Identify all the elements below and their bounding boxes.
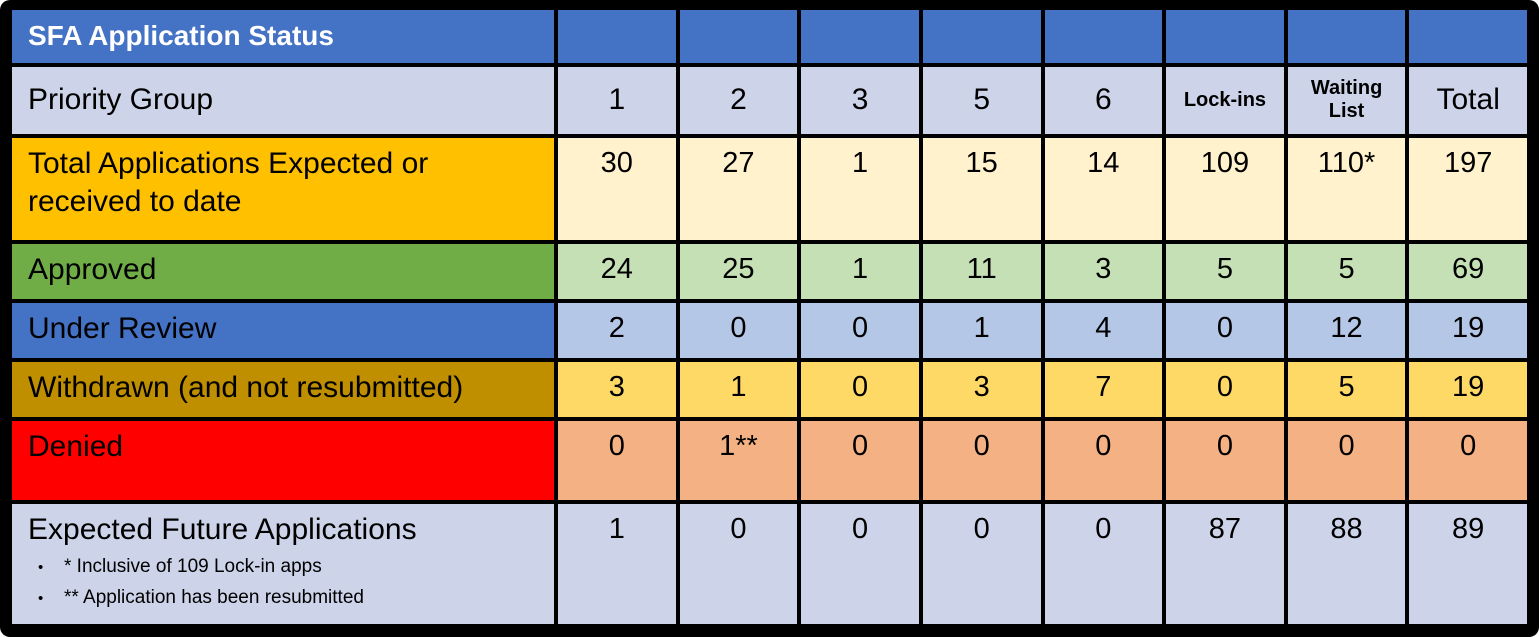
row-label-text: Under Review: [28, 311, 217, 345]
table-cell: 87: [1166, 503, 1284, 624]
table-cell: 12: [1287, 302, 1406, 358]
title-blank-cell: [1044, 10, 1163, 63]
sfa-application-status-table: SFA Application Status Priority Group 1 …: [8, 6, 1531, 628]
table-cell: 0: [1166, 420, 1284, 500]
table-cell: 0: [922, 503, 1041, 624]
table-cell: 5: [1166, 243, 1284, 299]
row-label-text: Total Applications Expected or received …: [28, 147, 429, 218]
column-header-total: Total: [1409, 66, 1527, 135]
row-label-text: Withdrawn (and not resubmitted): [28, 370, 464, 404]
table-cell: 11: [922, 243, 1041, 299]
table-cell: 1: [922, 302, 1041, 358]
table-row: Under Review 2 0 0 1 4 0 12 19: [12, 302, 1527, 358]
title-blank-cell: [1409, 10, 1527, 63]
column-header-5: 5: [922, 66, 1041, 135]
table-cell: 24: [558, 243, 676, 299]
column-header-3: 3: [801, 66, 919, 135]
row-label-text: Expected Future Applications: [28, 512, 417, 546]
title-blank-cell: [801, 10, 919, 63]
table-cell: 89: [1409, 503, 1527, 624]
bullet-icon: •: [38, 559, 44, 577]
column-header-1: 1: [558, 66, 676, 135]
table-row: Withdrawn (and not resubmitted) 3 1 0 3 7 0 5 19: [12, 361, 1527, 417]
table-cell: 1: [801, 138, 919, 240]
table-cell: 0: [1044, 420, 1163, 500]
footnote: • ** Application has been resubmitted: [28, 586, 544, 610]
table-cell: 30: [558, 138, 676, 240]
table-cell: 69: [1409, 243, 1527, 299]
table-cell: 2: [558, 302, 676, 358]
table-cell: 0: [679, 503, 798, 624]
table-cell: 0: [801, 420, 919, 500]
column-header-6: 6: [1044, 66, 1163, 135]
table-cell: 0: [1044, 503, 1163, 624]
table-cell: 7: [1044, 361, 1163, 417]
row-label: Approved: [12, 243, 554, 299]
title-blank-cell: [1287, 10, 1406, 63]
priority-group-label: Priority Group: [12, 66, 554, 135]
table-cell: 0: [922, 420, 1041, 500]
table-cell: 109: [1166, 138, 1284, 240]
title-blank-cell: [922, 10, 1041, 63]
row-label: Expected Future Applications • * Inclusive…: [12, 503, 554, 624]
table-cell: 0: [1287, 420, 1406, 500]
table-row: Total Applications Expected or received …: [12, 138, 1527, 240]
table-cell: 27: [679, 138, 798, 240]
table-row: Approved 24 25 1 11 3 5 5 69: [12, 243, 1527, 299]
footnote-text: ** Application has been resubmitted: [64, 587, 364, 609]
bullet-icon: •: [38, 590, 44, 608]
table-cell: 197: [1409, 138, 1527, 240]
table-cell: 19: [1409, 361, 1527, 417]
table-cell: 5: [1287, 361, 1406, 417]
table-cell: 0: [1409, 420, 1527, 500]
table-cell: 0: [1166, 361, 1284, 417]
table-cell: 1: [679, 361, 798, 417]
table-cell: 0: [801, 503, 919, 624]
table-cell: 0: [801, 361, 919, 417]
row-label: Withdrawn (and not resubmitted): [12, 361, 554, 417]
table-cell: 1: [801, 243, 919, 299]
column-header-waiting-list: Waiting List: [1287, 66, 1406, 135]
row-label-text: Approved: [28, 252, 157, 286]
table-cell: 0: [801, 302, 919, 358]
table-cell: 5: [1287, 243, 1406, 299]
column-header-lock-ins: Lock-ins: [1166, 66, 1284, 135]
table-cell: 19: [1409, 302, 1527, 358]
table-cell: 0: [1166, 302, 1284, 358]
table-cell: 14: [1044, 138, 1163, 240]
footnote: • * Inclusive of 109 Lock-in apps: [28, 555, 544, 579]
table-cell: 15: [922, 138, 1041, 240]
table-cell: 3: [1044, 243, 1163, 299]
table-cell: 3: [922, 361, 1041, 417]
table-cell: 0: [679, 302, 798, 358]
table-row: Denied 0 1** 0 0 0 0 0 0: [12, 420, 1527, 500]
table-title: SFA Application Status: [12, 10, 554, 63]
title-blank-cell: [1166, 10, 1284, 63]
table-cell: 1: [558, 503, 676, 624]
row-label: Denied: [12, 420, 554, 500]
column-header-row: Priority Group 1 2 3 5 6 Lock-ins Waitin…: [12, 66, 1527, 135]
row-label: Under Review: [12, 302, 554, 358]
table-cell: 25: [679, 243, 798, 299]
table-row: Expected Future Applications • * Inclusive…: [12, 503, 1527, 624]
row-label-text: Denied: [28, 429, 124, 463]
row-label: Total Applications Expected or received …: [12, 138, 554, 240]
table-cell: 110*: [1287, 138, 1406, 240]
table-cell: 88: [1287, 503, 1406, 624]
table-cell: 4: [1044, 302, 1163, 358]
title-blank-cell: [558, 10, 676, 63]
title-blank-cell: [679, 10, 798, 63]
column-header-2: 2: [679, 66, 798, 135]
table-cell: 1**: [679, 420, 798, 500]
footnote-text: * Inclusive of 109 Lock-in apps: [64, 556, 322, 578]
title-row: SFA Application Status: [12, 10, 1527, 63]
table-cell: 3: [558, 361, 676, 417]
table-cell: 0: [558, 420, 676, 500]
